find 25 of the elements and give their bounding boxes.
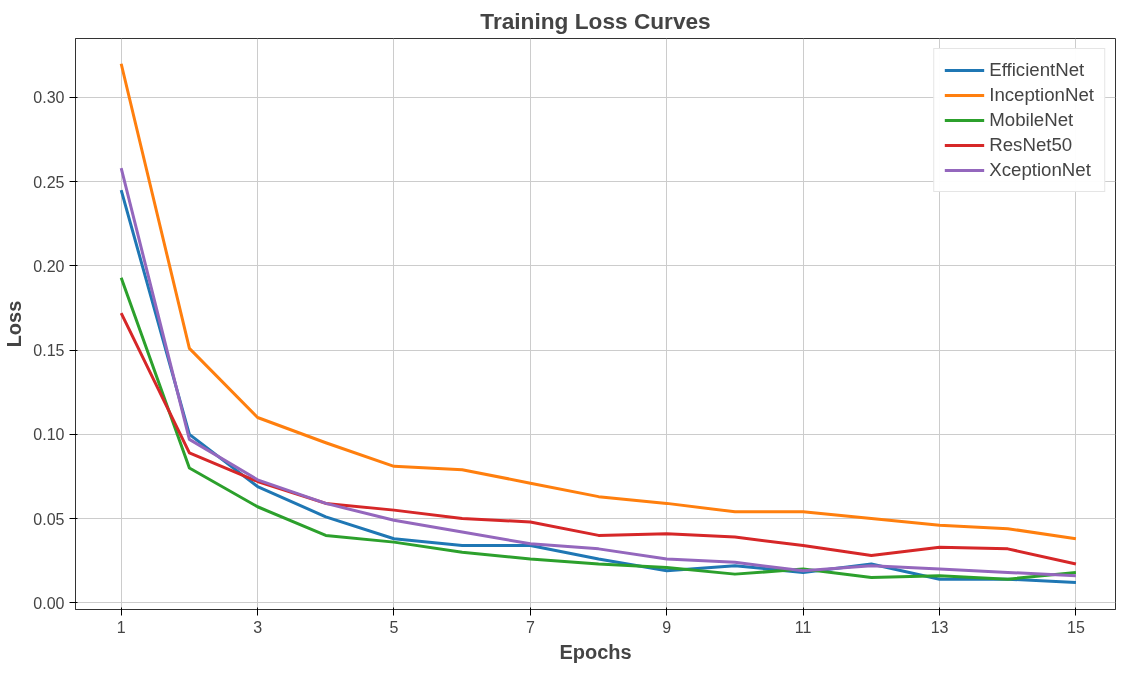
legend-label: EfficientNet: [989, 59, 1085, 81]
y-axis-title: Loss: [3, 300, 26, 348]
y-tick-label: 0.05: [33, 510, 65, 528]
x-tick-label: 5: [389, 618, 399, 636]
legend-label: MobileNet: [989, 109, 1074, 131]
y-tick-label: 0.30: [33, 89, 65, 107]
x-tick-label: 11: [794, 618, 812, 636]
x-tick-label: 1: [116, 618, 126, 636]
y-tick-label: 0.10: [33, 426, 65, 444]
chart-title: Training Loss Curves: [480, 7, 711, 34]
y-tick-label: 0.00: [33, 594, 65, 612]
line-series: [119, 276, 1078, 581]
y-tick-label: 0.20: [33, 257, 65, 275]
x-tick-label: 15: [1067, 618, 1085, 636]
y-tick-label: 0.25: [33, 173, 65, 191]
x-axis-title: Epochs: [559, 640, 632, 663]
legend-label: XceptionNet: [989, 159, 1091, 181]
x-tick-label: 9: [662, 618, 672, 636]
legend-label: ResNet50: [989, 134, 1073, 156]
x-tick-label: 3: [253, 618, 263, 636]
x-tick-label: 13: [930, 618, 949, 636]
x-tick-label: 7: [525, 618, 535, 636]
legend-label: InceptionNet: [989, 84, 1094, 106]
line-series: [119, 311, 1078, 566]
y-tick-label: 0.15: [33, 342, 65, 360]
